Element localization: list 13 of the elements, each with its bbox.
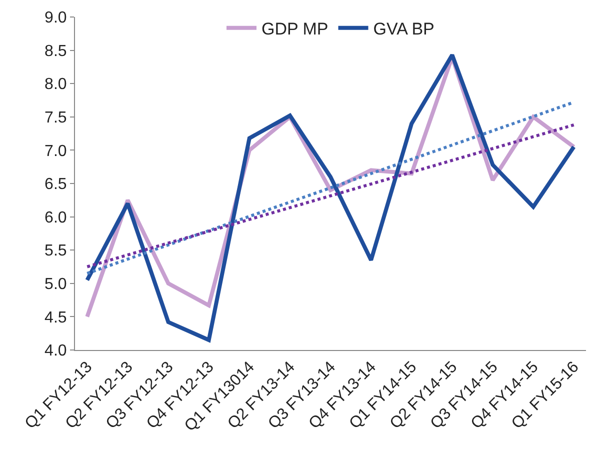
y-tick-label: 9.0 [44,10,67,27]
y-tick-label: 8.0 [44,76,67,94]
y-tick-label: 4.5 [44,309,67,326]
y-tick-label: 4.0 [44,342,67,360]
y-tick-label: 8.5 [44,42,67,60]
y-tick-label: 5.5 [44,242,67,260]
y-tick-label: 6.0 [44,209,67,226]
y-tick-label: 7.5 [44,110,67,126]
legend-label: GVA BP [373,20,434,39]
y-tick-label: 7.0 [44,142,67,160]
y-tick-label: 5.0 [44,276,67,293]
y-tick-label: 6.5 [44,176,67,194]
legend-label: GDP MP [262,20,328,39]
